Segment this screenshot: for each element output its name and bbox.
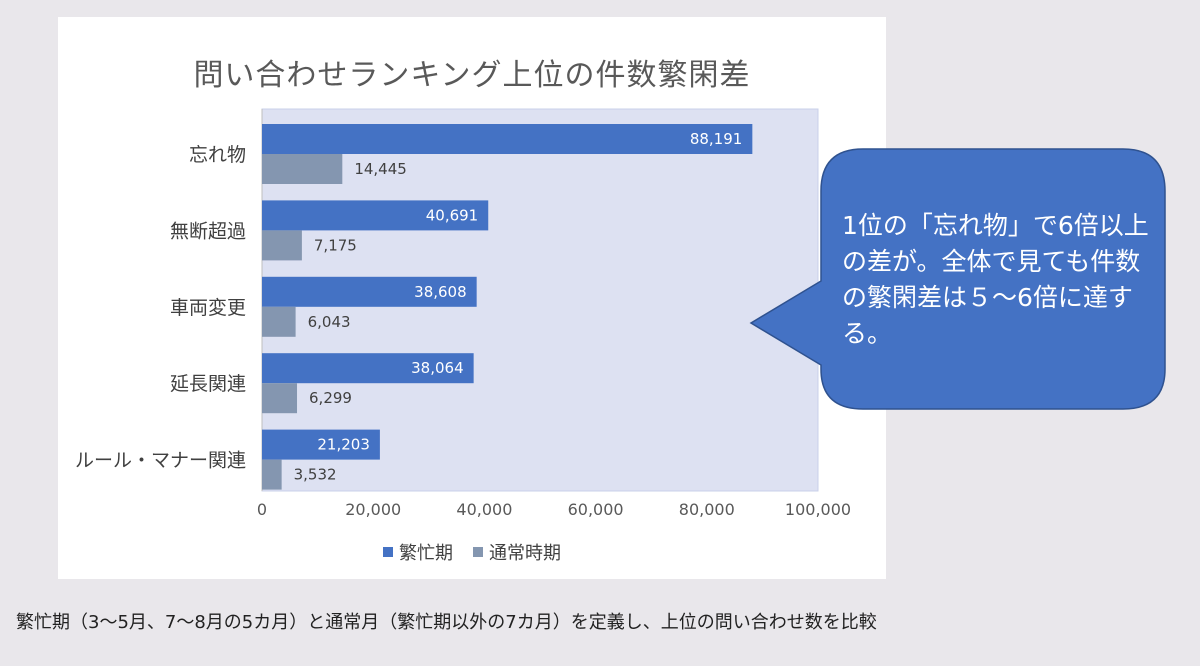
data-label-busy: 88,191 bbox=[690, 130, 743, 148]
legend-swatch-normal bbox=[473, 547, 483, 557]
x-tick-label: 80,000 bbox=[679, 500, 735, 519]
x-tick-label: 20,000 bbox=[345, 500, 401, 519]
callout-bubble bbox=[749, 148, 1166, 410]
bar-normal bbox=[262, 230, 302, 261]
category-label: 無断超過 bbox=[170, 220, 246, 242]
chart-plot: 忘れ物 88,191 14,445 無断超過 40,691 7,175 車両変更 38,608… bbox=[75, 108, 851, 519]
category-label: ルール・マナー関連 bbox=[75, 450, 246, 472]
x-tick-label: 100,000 bbox=[785, 500, 851, 519]
data-label-normal: 6,043 bbox=[308, 313, 351, 331]
legend-label-normal: 通常時期 bbox=[489, 543, 561, 564]
legend-label-busy: 繁忙期 bbox=[399, 543, 453, 564]
data-label-busy: 40,691 bbox=[426, 206, 479, 224]
data-label-normal: 6,299 bbox=[309, 389, 352, 407]
chart-title: 問い合わせランキング上位の件数繁閑差 bbox=[193, 58, 751, 93]
data-label-busy: 38,064 bbox=[411, 359, 464, 377]
category-label: 車両変更 bbox=[170, 297, 246, 319]
legend-item-busy: 繁忙期 bbox=[383, 539, 453, 565]
data-label-busy: 38,608 bbox=[414, 283, 467, 301]
x-tick-label: 40,000 bbox=[456, 500, 512, 519]
bar-busy bbox=[262, 124, 753, 154]
x-tick-label: 0 bbox=[257, 500, 267, 519]
category-label: 忘れ物 bbox=[189, 144, 246, 166]
bar-normal bbox=[262, 154, 343, 184]
chart-legend: 繁忙期 通常時期 bbox=[58, 539, 886, 565]
legend-item-normal: 通常時期 bbox=[473, 539, 561, 565]
data-label-busy: 21,203 bbox=[317, 436, 370, 454]
bar-normal bbox=[262, 459, 282, 490]
category-label: 延長関連 bbox=[170, 373, 246, 395]
data-label-normal: 3,532 bbox=[294, 466, 337, 484]
bar-normal bbox=[262, 306, 296, 337]
chart-card: 問い合わせランキング上位の件数繁閑差 忘れ物 88,191 14,445 無断超過 40… bbox=[58, 17, 886, 579]
bar-busy bbox=[262, 429, 380, 460]
data-label-normal: 7,175 bbox=[314, 236, 357, 254]
callout-text: 1位の「忘れ物」で6倍以上の差が。全体で見ても件数の繁閑差は５～6倍に達する。 bbox=[842, 211, 1149, 348]
x-tick-label: 60,000 bbox=[568, 500, 624, 519]
legend-swatch-busy bbox=[383, 547, 393, 557]
bar-busy bbox=[262, 353, 474, 384]
data-label-normal: 14,445 bbox=[354, 160, 407, 178]
bar-normal bbox=[262, 383, 298, 414]
bar-busy bbox=[262, 200, 489, 231]
bar-busy bbox=[262, 276, 477, 307]
footnote: 繁忙期（3～5月、7～8月の5カ月）と通常月（繁忙期以外の7カ月）を定義し、上位… bbox=[16, 612, 877, 633]
